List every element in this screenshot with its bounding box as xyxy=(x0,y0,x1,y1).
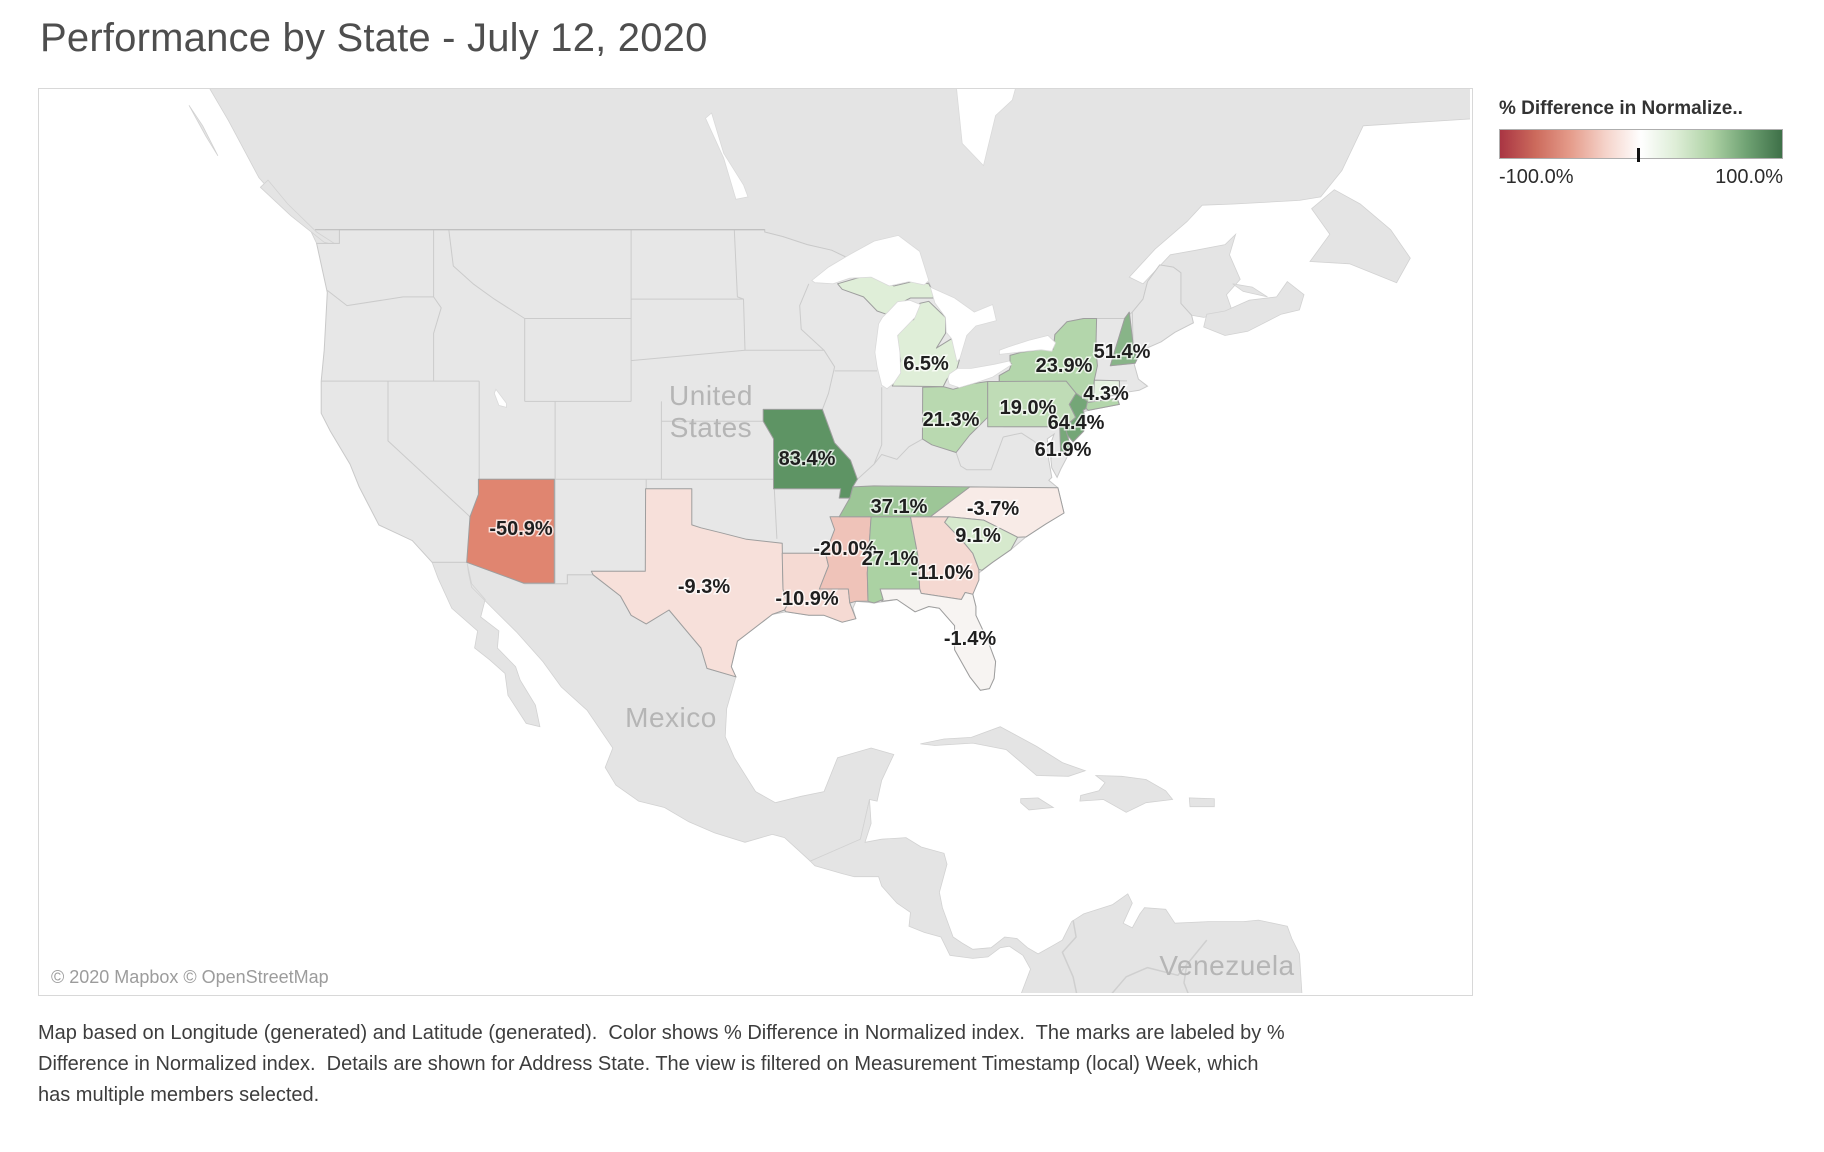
state-connecticut[interactable] xyxy=(1091,379,1120,402)
value-label-pennsylvania: 19.0% xyxy=(1000,397,1057,419)
region-label-mexico: Mexico xyxy=(625,702,717,733)
region-label-line: Mexico xyxy=(625,702,717,733)
page-title: Performance by State - July 12, 2020 xyxy=(40,16,708,60)
value-label-arizona: -50.9% xyxy=(489,518,553,540)
value-label-ohio: 21.3% xyxy=(923,409,980,431)
legend-gradient-bar[interactable] xyxy=(1499,129,1783,162)
value-label-tennessee: 37.1% xyxy=(871,496,928,518)
state-south-carolina[interactable] xyxy=(944,516,1019,571)
map-attribution[interactable]: © 2020 Mapbox © OpenStreetMap xyxy=(47,966,333,989)
region-label-line: States xyxy=(670,412,752,443)
value-label-florida: -1.4% xyxy=(944,628,996,650)
value-label-delaware: 61.9% xyxy=(1035,439,1092,461)
river-lines xyxy=(1061,919,1208,993)
map-canvas[interactable]: United States Mexico Venezuela -50.9% -9.3% -1… xyxy=(38,88,1473,996)
viz-caption: Map based on Longitude (generated) and L… xyxy=(38,1022,1285,1106)
great-lakes-water xyxy=(493,89,1057,408)
value-label-texas: -9.3% xyxy=(678,576,730,598)
state-arizona[interactable] xyxy=(466,478,555,584)
value-label-north-carolina: -3.7% xyxy=(967,498,1019,520)
choropleth-map: United States Mexico Venezuela -50.9% -9.3% -1… xyxy=(188,89,1470,993)
state-texas[interactable] xyxy=(590,488,788,678)
region-label-united-states: United States xyxy=(669,380,753,443)
region-label-venezuela: Venezuela xyxy=(1159,950,1294,981)
value-label-connecticut: 4.3% xyxy=(1083,383,1129,405)
legend-current-value-tick xyxy=(1636,148,1640,162)
legend-min-label: -100.0% xyxy=(1499,166,1574,188)
legend-max-label: 100.0% xyxy=(1715,166,1783,188)
state-missouri[interactable] xyxy=(762,408,858,499)
legend-title: % Difference in Normalize.. xyxy=(1499,98,1743,119)
state-new-jersey[interactable] xyxy=(1063,392,1088,443)
value-label-michigan: 6.5% xyxy=(903,353,949,375)
value-label-south-carolina: 9.1% xyxy=(955,525,1001,547)
value-label-georgia: -11.0% xyxy=(911,562,973,584)
value-label-new-hampshire: 51.4% xyxy=(1094,341,1151,363)
state-delaware[interactable] xyxy=(1059,424,1071,453)
value-label-louisiana: -10.9% xyxy=(775,588,839,610)
value-label-new-york: 23.9% xyxy=(1036,355,1093,377)
legend-scale: -100.0% 100.0% xyxy=(1499,166,1783,189)
value-label-mississippi: -20.0% xyxy=(813,538,877,560)
region-label-line: United xyxy=(669,380,753,411)
state-tennessee[interactable] xyxy=(838,485,971,518)
value-label-missouri: 83.4% xyxy=(779,448,836,470)
state-new-hampshire[interactable] xyxy=(1109,311,1138,367)
region-label-line: Venezuela xyxy=(1159,950,1294,981)
value-label-new-jersey: 64.4% xyxy=(1048,412,1105,434)
state-florida[interactable] xyxy=(879,588,997,691)
landmass-central-south-america xyxy=(809,799,1303,993)
landmass-islands xyxy=(188,105,1411,813)
color-legend: % Difference in Normalize.. -100.0% 100.… xyxy=(1499,98,1787,189)
value-label-alabama: 27.1% xyxy=(862,548,919,570)
